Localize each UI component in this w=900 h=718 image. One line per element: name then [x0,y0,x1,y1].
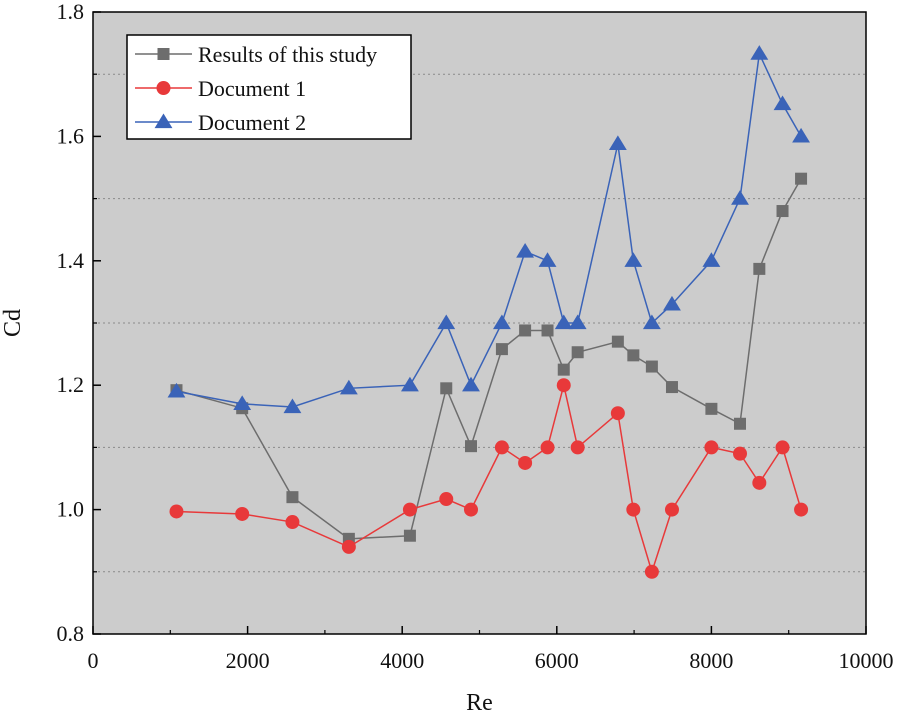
data-point [752,475,767,490]
data-point [611,335,624,348]
data-point [402,502,417,517]
legend: Results of this study Document 1 Document … [126,34,412,140]
data-point [339,379,358,395]
series-layer [167,45,810,579]
data-point [610,406,625,421]
data-point [626,502,641,517]
y-tick-label: 1.0 [57,497,85,522]
data-point [570,440,585,455]
data-point [494,440,509,455]
data-point [705,402,718,415]
data-point [734,417,747,430]
y-tick-label: 1.6 [57,123,85,148]
data-point [538,252,557,267]
data-point [627,349,640,362]
grid-lines [93,73,866,573]
data-point [664,502,679,517]
legend-marker [154,113,173,129]
data-point [167,382,186,398]
data-point [731,190,749,205]
data-point [401,376,419,392]
data-point [776,205,789,218]
data-point [554,314,573,330]
data-point [794,502,809,517]
data-point [704,440,719,455]
data-point [439,492,454,507]
data-point [645,360,658,373]
data-point [775,440,790,455]
data-point [644,564,659,579]
data-point [540,440,555,455]
legend-marker [156,81,171,95]
data-point [571,346,584,359]
data-point [440,382,453,395]
series-2 [169,378,809,579]
data-point [557,363,570,376]
data-point [753,262,766,275]
y-tick-label: 0.8 [57,621,85,646]
data-point [608,135,627,150]
data-point [286,491,299,504]
x-tick-label: 10000 [839,648,894,673]
data-point [642,314,661,330]
data-point [733,446,748,461]
x-tick-label: 0 [88,648,99,673]
data-point [403,529,416,542]
legend-label: Document 2 [198,110,306,135]
data-point [556,378,571,393]
x-tick-label: 2000 [226,648,270,673]
data-point [792,127,810,143]
data-point [464,440,477,453]
data-point [516,242,535,258]
data-point [283,398,302,414]
legend-marker [157,48,170,60]
axes: 0 2000 4000 6000 8000 10000 0.8 1.0 1.2 1.4 1.6 1.8 [57,0,894,673]
y-tick-label: 1.4 [57,248,85,273]
data-point [233,395,252,410]
data-point [518,455,533,470]
data-point [795,172,808,185]
data-point [519,324,532,337]
data-point [462,376,480,392]
legend-label: Results of this study [198,42,377,67]
data-point [750,45,769,60]
data-point [285,515,300,530]
data-point [773,95,792,111]
y-axis-title: Cd [0,309,26,337]
data-point [568,314,587,330]
data-point [235,506,250,521]
data-point [437,314,456,330]
data-point [665,381,678,394]
series-1 [170,172,808,545]
x-tick-label: 6000 [535,648,579,673]
data-point [495,343,508,356]
x-axis-title: Re [466,690,493,716]
data-point [541,324,554,337]
data-point [492,314,511,330]
x-tick-label: 8000 [689,648,733,673]
data-point [341,539,356,554]
data-point [463,502,478,517]
y-tick-label: 1.2 [57,372,85,397]
data-point [169,504,184,519]
y-tick-label: 1.8 [57,0,85,24]
x-tick-label: 4000 [380,648,424,673]
data-point [702,252,721,267]
data-point [624,252,643,267]
series-3 [167,45,810,414]
legend-label: Document 1 [198,76,306,101]
data-point [663,295,681,311]
